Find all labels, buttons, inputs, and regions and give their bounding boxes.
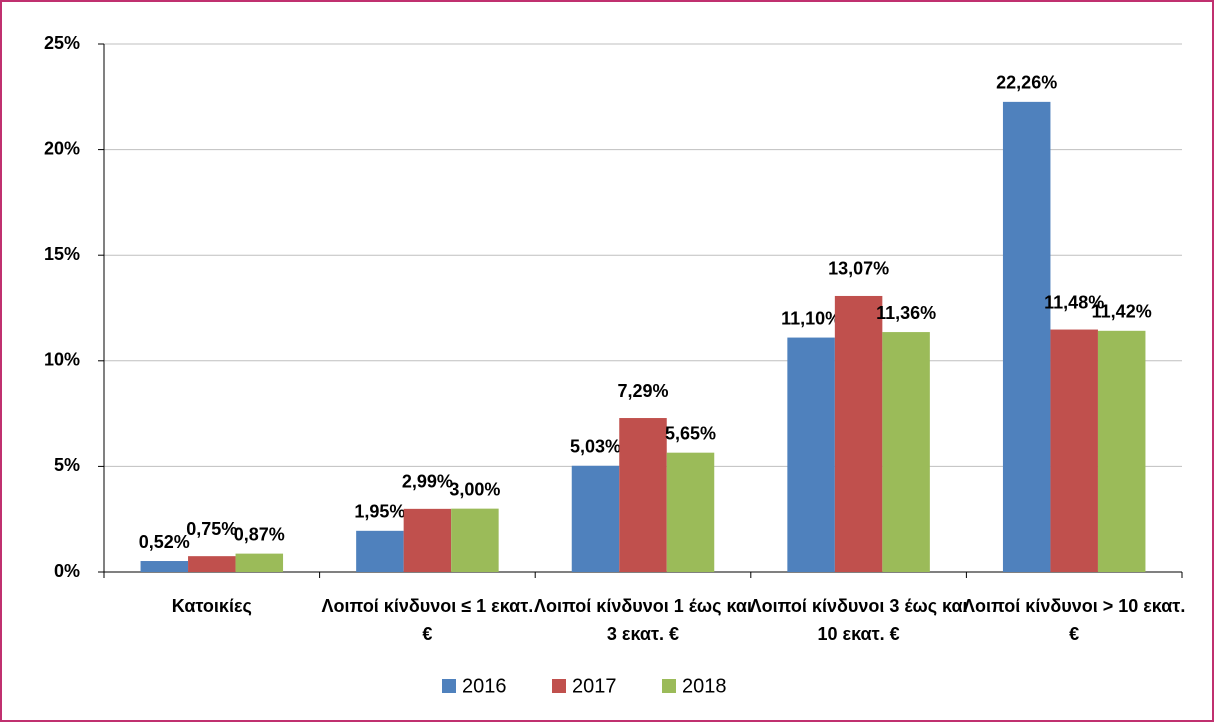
x-tick-label: Λοιποί κίνδυνοι > 10 εκατ. €	[963, 596, 1186, 644]
legend-label: 2016	[462, 675, 507, 697]
legend-swatch	[552, 679, 566, 693]
data-label: 0,75%	[186, 519, 237, 539]
bar	[1002, 101, 1051, 572]
y-tick-label: 10%	[44, 350, 80, 370]
legend-label: 2018	[682, 675, 727, 697]
bar	[787, 337, 835, 572]
legend-swatch	[442, 679, 456, 693]
data-label: 0,87%	[234, 524, 285, 544]
data-label: 13,07%	[828, 259, 889, 279]
bar	[356, 530, 404, 572]
y-tick-label: 5%	[54, 455, 80, 475]
bar	[834, 295, 883, 572]
x-tick-label: Λοιποί κίνδυνοι 1 έως και 3 εκατ. €	[534, 596, 752, 644]
data-label: 2,99%	[402, 472, 453, 492]
data-label: 0,52%	[139, 532, 190, 552]
bar	[666, 452, 715, 572]
data-label: 22,26%	[996, 73, 1057, 93]
data-label: 5,03%	[570, 437, 621, 457]
data-label: 5,65%	[665, 423, 716, 443]
y-tick-label: 25%	[44, 33, 80, 53]
bar	[188, 556, 236, 572]
data-label: 11,36%	[876, 303, 936, 323]
data-label: 1,95%	[354, 502, 405, 522]
y-tick-label: 0%	[54, 561, 80, 581]
bar	[403, 508, 452, 572]
x-tick-label-box: Λοιποί κίνδυνοι ≤ 1 εκατ. €	[321, 596, 534, 644]
legend-swatch	[662, 679, 676, 693]
x-tick-label-box: Λοιποί κίνδυνοι 3 έως και 10 εκατ. €	[749, 596, 968, 644]
bar	[451, 508, 499, 572]
bar	[882, 332, 930, 572]
x-tick-label: Κατοικίες	[171, 596, 252, 616]
data-label: 3,00%	[449, 479, 500, 499]
bar	[1097, 330, 1146, 572]
bar	[140, 561, 189, 572]
legend-label: 2017	[572, 675, 617, 697]
x-tick-label-box: Λοιποί κίνδυνοι > 10 εκατ. €	[963, 596, 1186, 644]
x-tick-label-box: Κατοικίες	[171, 596, 252, 616]
data-label: 11,48%	[1044, 292, 1104, 312]
bar	[571, 465, 620, 572]
y-tick-label: 20%	[44, 138, 80, 158]
data-label: 7,29%	[617, 381, 668, 401]
y-tick-label: 15%	[44, 244, 80, 264]
data-label: 11,10%	[781, 308, 841, 328]
x-tick-label: Λοιποί κίνδυνοι 3 έως και 10 εκατ. €	[749, 596, 968, 644]
x-tick-label: Λοιποί κίνδυνοι ≤ 1 εκατ. €	[321, 596, 534, 644]
x-tick-label-box: Λοιποί κίνδυνοι 1 έως και 3 εκατ. €	[534, 596, 752, 644]
bar	[1050, 329, 1098, 572]
bar	[619, 418, 667, 572]
bar	[235, 553, 284, 572]
data-label: 11,42%	[1092, 302, 1152, 322]
